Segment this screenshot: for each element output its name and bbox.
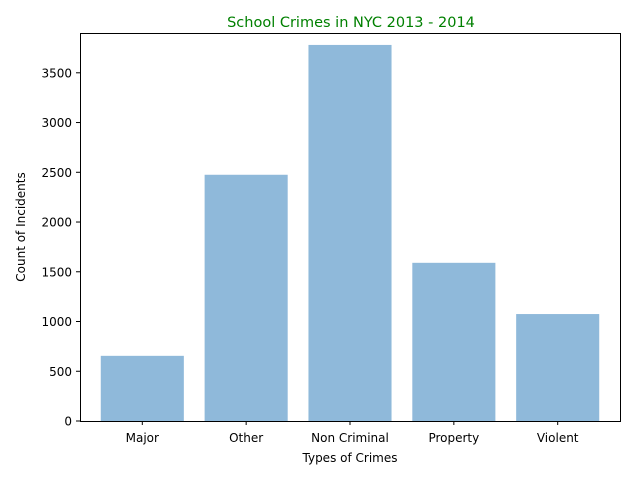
bar-non-criminal	[308, 44, 392, 421]
x-tick-label: Violent	[537, 431, 579, 445]
y-tick-label: 500	[49, 365, 72, 379]
y-axis-label: Count of Incidents	[14, 172, 28, 281]
y-tick-label: 3000	[41, 116, 72, 130]
bar-violent	[516, 314, 600, 421]
bar-other	[204, 174, 288, 421]
x-axis-label: Types of Crimes	[302, 451, 398, 465]
chart-title: School Crimes in NYC 2013 - 2014	[227, 15, 475, 31]
x-axis-ticks: Major Other Non Criminal Property Violent	[126, 421, 579, 445]
y-tick-label: 1000	[41, 315, 72, 329]
y-tick-label: 1500	[41, 265, 72, 279]
y-tick-label: 3500	[41, 66, 72, 80]
x-tick-label: Property	[428, 431, 479, 445]
x-tick-label: Major	[126, 431, 159, 445]
x-tick-label: Other	[229, 431, 263, 445]
x-tick-label: Non Criminal	[311, 431, 389, 445]
y-tick-label: 2000	[41, 216, 72, 230]
bar-major	[100, 355, 184, 421]
y-axis-ticks: 0 500 1000 1500 2000 2500 3000 3500	[41, 66, 80, 429]
bars-group	[100, 44, 600, 421]
y-tick-label: 0	[64, 415, 72, 429]
y-tick-label: 2500	[41, 166, 72, 180]
bar-property	[412, 262, 496, 421]
